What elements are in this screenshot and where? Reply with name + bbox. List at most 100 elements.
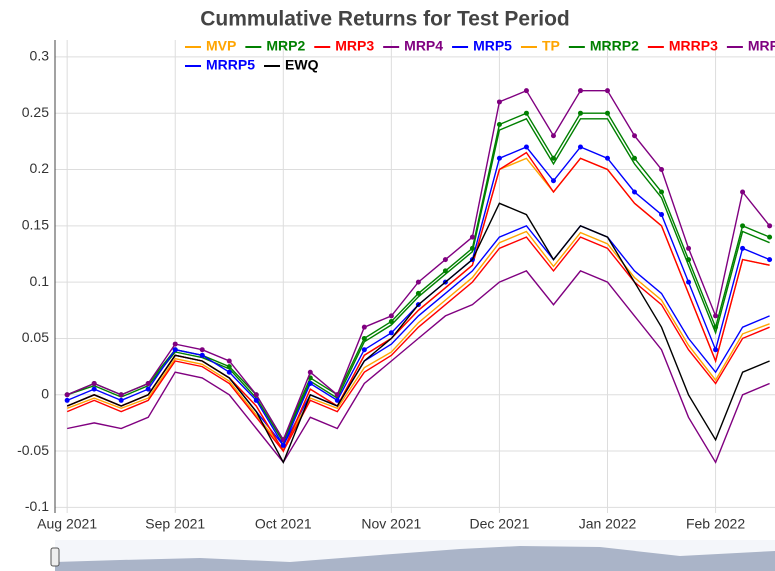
y-tick-label: -0.1 [25, 498, 49, 514]
series-line [66, 236, 770, 453]
series-line [67, 270, 770, 464]
legend-item: MRP3 [314, 38, 374, 54]
y-tick-label: 0.2 [30, 160, 50, 176]
y-tick-label: -0.05 [17, 442, 49, 458]
marker [145, 380, 151, 386]
marker [740, 245, 746, 251]
marker [145, 386, 151, 392]
marker [91, 386, 97, 392]
y-tick-label: 0.05 [22, 329, 49, 345]
legend-item: TP [520, 38, 560, 54]
marker [577, 88, 583, 94]
grid [55, 40, 775, 513]
marker [550, 155, 556, 161]
marker [469, 245, 475, 251]
marker [659, 212, 665, 218]
legend-label: MRP4 [404, 38, 443, 54]
x-tick-label: Jan 2022 [579, 516, 637, 532]
marker [280, 442, 286, 448]
series-line [66, 230, 770, 451]
slider-preview [55, 546, 775, 571]
x-tick-label: Sep 2021 [145, 516, 205, 532]
marker [199, 352, 205, 358]
marker [442, 268, 448, 274]
marker [686, 257, 692, 263]
y-tick-label: 0.3 [30, 48, 50, 64]
legend-label: MRP3 [335, 38, 374, 54]
marker [523, 144, 529, 150]
marker [64, 397, 70, 403]
legend-item: MRP4 [383, 38, 443, 54]
marker [713, 313, 719, 319]
series-line [66, 117, 770, 444]
marker [226, 369, 232, 375]
marker [659, 167, 665, 173]
legend-item: MRRP2 [568, 38, 639, 54]
x-tick-label: Nov 2021 [361, 516, 421, 532]
y-tick-label: 0.25 [22, 104, 49, 120]
marker [334, 392, 340, 398]
marker [550, 133, 556, 139]
marker [388, 319, 394, 325]
legend-label: MRRP5 [206, 57, 255, 73]
series-line [66, 89, 771, 442]
marker [713, 324, 719, 330]
series-line [66, 202, 770, 464]
marker [496, 121, 502, 127]
legend-label: MRRP3 [669, 38, 718, 54]
marker [118, 397, 124, 403]
marker [415, 279, 421, 285]
chart-title: Cummulative Returns for Test Period [200, 8, 570, 31]
legend-label: EWQ [285, 57, 319, 73]
range-slider[interactable] [50, 540, 775, 571]
legend-label: MRRP2 [590, 38, 639, 54]
marker [632, 189, 638, 195]
legend-item: MVP [185, 38, 236, 54]
x-tick-label: Oct 2021 [255, 516, 312, 532]
marker [604, 155, 610, 161]
marker [740, 223, 746, 229]
marker [632, 155, 638, 161]
marker [659, 189, 665, 195]
marker [307, 380, 313, 386]
marker [767, 257, 773, 263]
marker [415, 290, 421, 296]
marker [388, 330, 394, 336]
marker [496, 99, 502, 105]
x-tick-label: Aug 2021 [37, 516, 97, 532]
marker [469, 234, 475, 240]
y-tick-label: 0.1 [30, 273, 50, 289]
marker [253, 392, 259, 398]
legend-item: EWQ [264, 57, 319, 73]
marker [686, 245, 692, 251]
legend-label: MRP5 [473, 38, 512, 54]
marker [199, 347, 205, 353]
marker [172, 341, 178, 347]
legend-item: MRP2 [245, 38, 305, 54]
legend-item: MRRP4 [726, 38, 775, 54]
marker [496, 155, 502, 161]
marker [740, 189, 746, 195]
marker [442, 257, 448, 263]
marker [713, 347, 719, 353]
slider-handle[interactable] [50, 547, 60, 567]
marker [64, 392, 70, 398]
marker [523, 88, 529, 94]
marker [686, 279, 692, 285]
x-tick-label: Dec 2021 [469, 516, 529, 532]
marker [226, 364, 232, 370]
marker [388, 313, 394, 319]
marker [577, 144, 583, 150]
marker [604, 88, 610, 94]
marker [361, 324, 367, 330]
marker [253, 397, 259, 403]
series-line [66, 112, 770, 442]
legend-label: MVP [206, 38, 236, 54]
marker [361, 347, 367, 353]
marker [172, 347, 178, 353]
marker [361, 335, 367, 341]
marker [334, 397, 340, 403]
legend-label: MRRP4 [748, 38, 775, 54]
marker [91, 380, 97, 386]
x-tick-label: Feb 2022 [686, 516, 745, 532]
